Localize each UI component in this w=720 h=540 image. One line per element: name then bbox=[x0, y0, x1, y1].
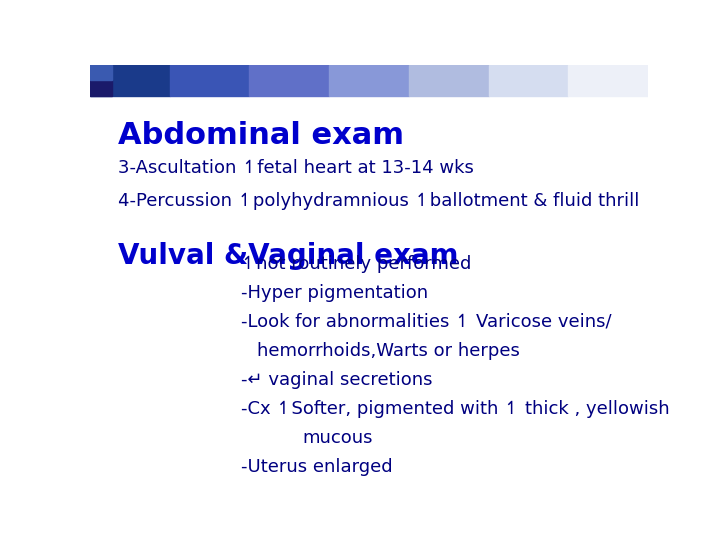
Text: mucous: mucous bbox=[302, 429, 372, 447]
Text: -↵ vaginal secretions: -↵ vaginal secretions bbox=[240, 371, 432, 389]
Text: -Uterus enlarged: -Uterus enlarged bbox=[240, 458, 392, 476]
Bar bbox=[409, 65, 489, 96]
Bar bbox=[90, 65, 112, 80]
Bar bbox=[568, 65, 648, 96]
Text: Abdominal exam: Abdominal exam bbox=[118, 121, 404, 150]
Text: -Hyper pigmentation: -Hyper pigmentation bbox=[240, 284, 428, 302]
Bar bbox=[90, 65, 170, 96]
Text: Vulval &Vaginal exam: Vulval &Vaginal exam bbox=[118, 241, 459, 269]
Bar bbox=[90, 80, 112, 96]
Text: hemorrhoids,Warts or herpes: hemorrhoids,Warts or herpes bbox=[258, 342, 521, 360]
Bar bbox=[329, 65, 409, 96]
Text: 4-Percussion ↿polyhydramnious ↿ballotment & fluid thrill: 4-Percussion ↿polyhydramnious ↿ballotmen… bbox=[118, 192, 639, 210]
Text: -Cx ↿Softer, pigmented with ↿ thick , yellowish: -Cx ↿Softer, pigmented with ↿ thick , ye… bbox=[240, 400, 670, 418]
Text: 3-Ascultation ↿fetal heart at 13-14 wks: 3-Ascultation ↿fetal heart at 13-14 wks bbox=[118, 159, 474, 177]
Text: ↿not routinely performed: ↿not routinely performed bbox=[240, 255, 471, 273]
Text: -Look for abnormalities ↿ Varicose veins/: -Look for abnormalities ↿ Varicose veins… bbox=[240, 313, 611, 331]
Bar bbox=[489, 65, 568, 96]
Bar bbox=[249, 65, 329, 96]
Bar bbox=[170, 65, 249, 96]
